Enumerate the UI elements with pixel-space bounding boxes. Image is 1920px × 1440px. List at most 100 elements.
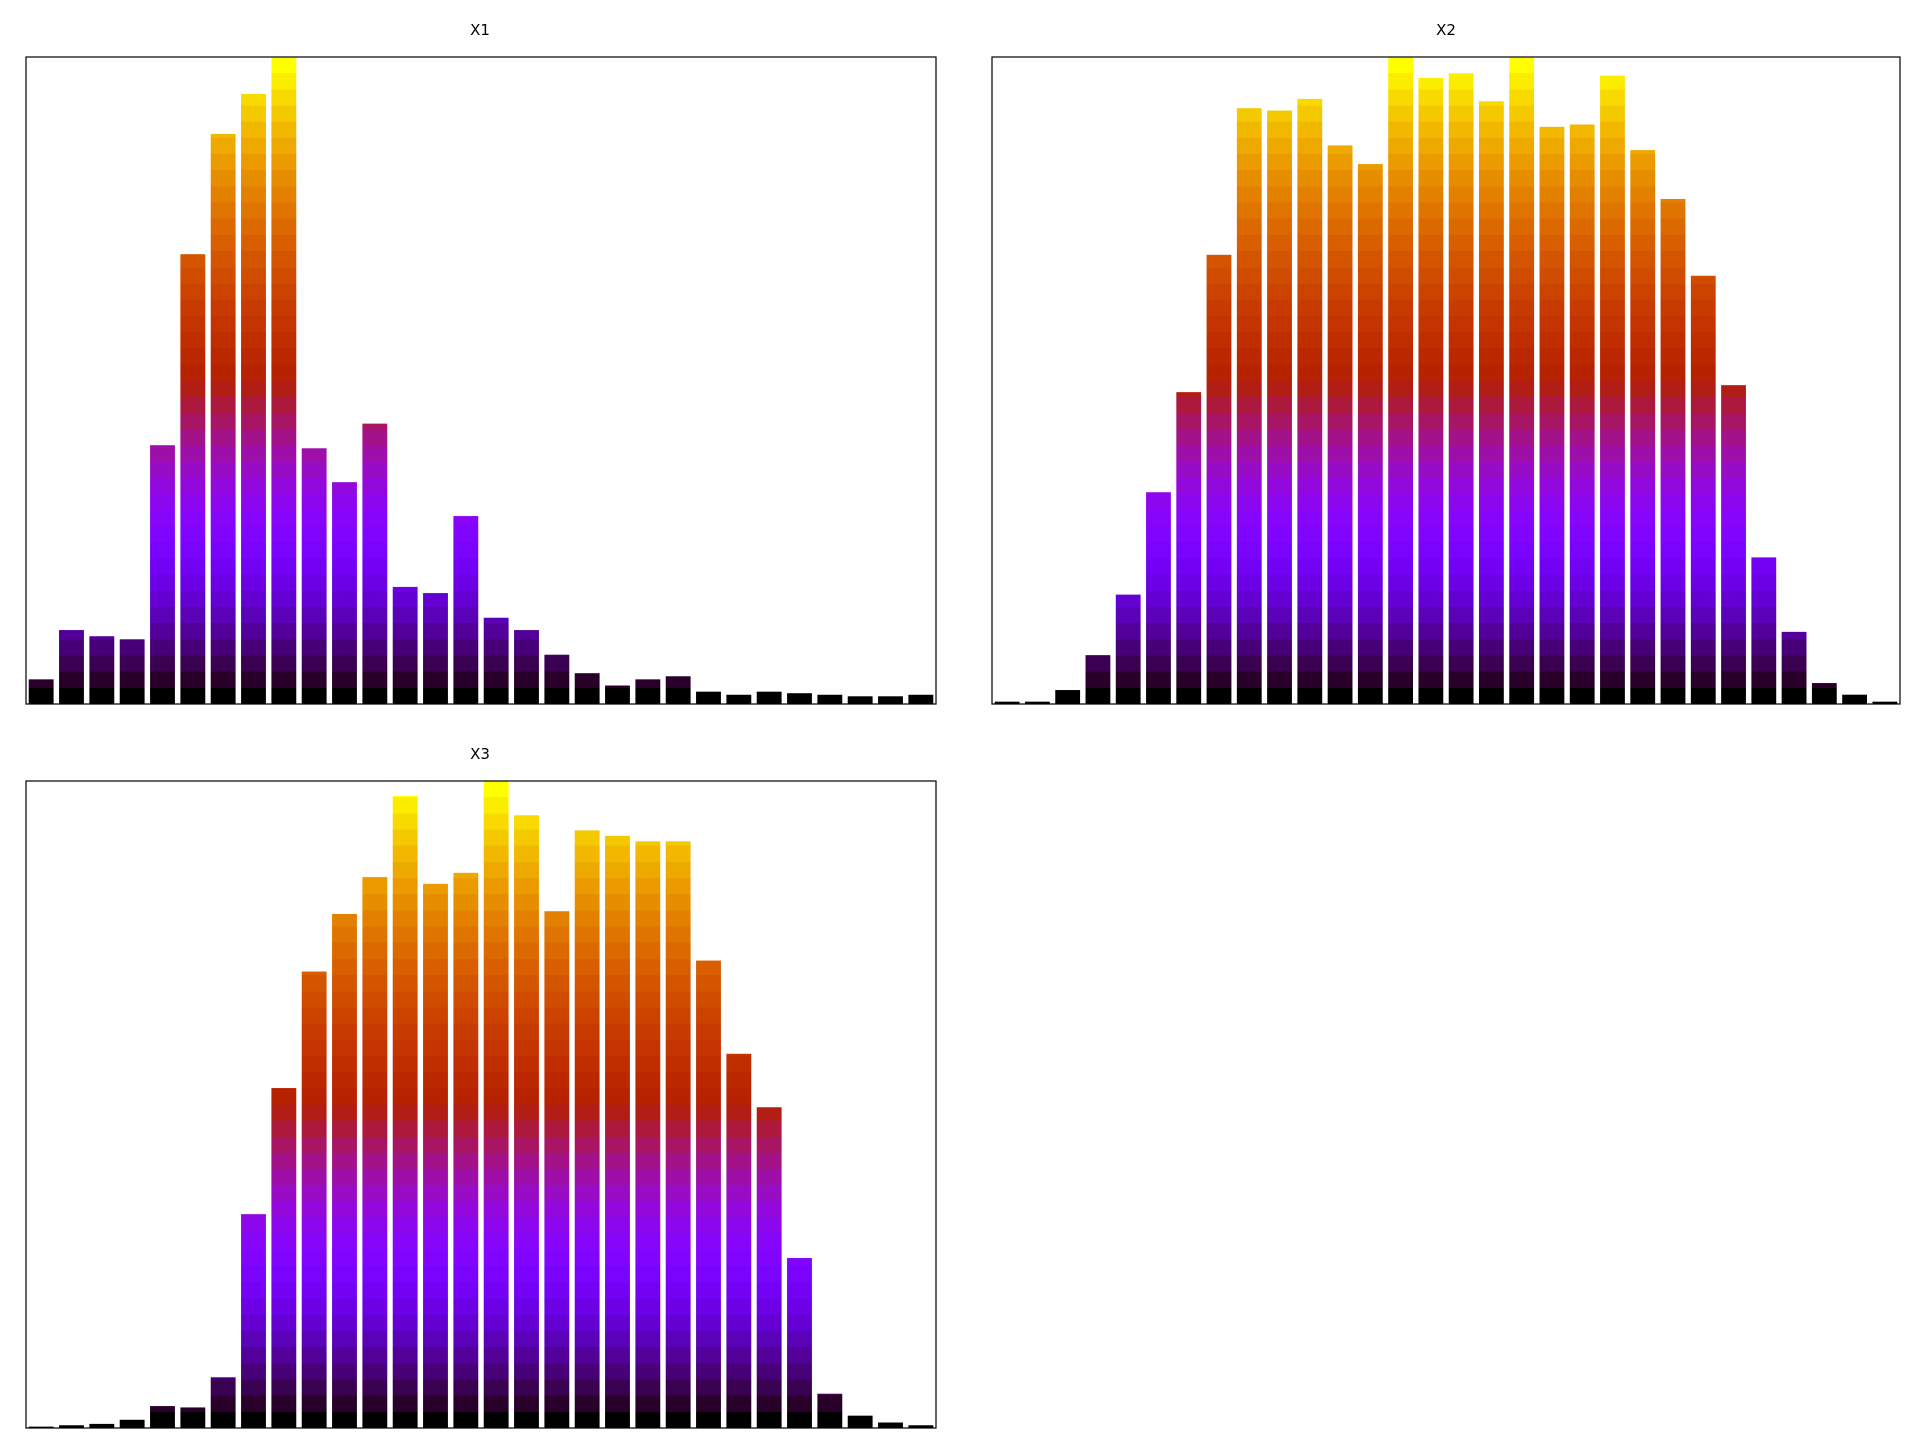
- bar-x2-3: [1055, 690, 1081, 704]
- bar-x2-7: [1176, 392, 1202, 704]
- bar-x3-21: [635, 841, 661, 1428]
- bar-x1-9: [271, 57, 297, 704]
- bar-x1-30: [908, 694, 934, 704]
- bar-x3-18: [544, 911, 570, 1428]
- bar-x2-12: [1327, 145, 1353, 704]
- bar-x3-6: [180, 1407, 206, 1428]
- bar-x1-20: [605, 685, 630, 704]
- bar-x1-29: [878, 696, 903, 704]
- bar-x1-27: [817, 694, 843, 704]
- bar-x2-11: [1297, 98, 1323, 704]
- bar-x3-23: [696, 960, 721, 1428]
- bar-x1-23: [696, 691, 721, 704]
- bar-x2-5: [1115, 594, 1141, 704]
- bar-x1-24: [726, 694, 752, 704]
- panel-x2: X2: [991, 21, 1901, 705]
- plot-frame-x2: [991, 56, 1901, 705]
- bar-x3-11: [332, 913, 357, 1428]
- bar-x3-25: [756, 1107, 782, 1428]
- bar-x2-8: [1206, 254, 1232, 704]
- bar-x3-4: [119, 1419, 145, 1428]
- bar-x2-27: [1781, 631, 1807, 704]
- bar-x2-26: [1751, 557, 1777, 704]
- bar-x3-15: [453, 872, 479, 1428]
- bar-x1-12: [362, 423, 388, 704]
- bars-x1: [28, 57, 934, 705]
- bar-x1-22: [665, 676, 691, 704]
- bar-x3-8: [241, 1214, 266, 1428]
- panel-title-x1: X1: [470, 21, 490, 39]
- bar-x3-20: [605, 835, 630, 1428]
- bar-x1-21: [635, 679, 661, 704]
- bar-x3-9: [271, 1088, 297, 1428]
- bar-x1-25: [756, 691, 782, 704]
- bar-x1-4: [119, 639, 145, 704]
- bar-x2-4: [1085, 655, 1111, 704]
- panel-x3: X3: [25, 745, 937, 1429]
- bar-x3-29: [878, 1422, 903, 1428]
- bar-x1-15: [453, 516, 479, 704]
- bar-x2-19: [1539, 126, 1565, 704]
- bar-x3-24: [726, 1053, 752, 1428]
- bar-x2-17: [1478, 101, 1504, 705]
- bar-x1-5: [150, 445, 175, 704]
- bar-x2-15: [1418, 77, 1444, 704]
- bar-x1-19: [574, 673, 600, 704]
- bar-x1-14: [423, 593, 448, 704]
- bars-x2: [994, 57, 1898, 705]
- bar-x3-30: [908, 1425, 934, 1428]
- bar-x1-18: [544, 654, 570, 704]
- bar-x3-28: [847, 1415, 873, 1428]
- bar-x2-1: [994, 701, 1020, 704]
- bar-x2-29: [1842, 694, 1868, 704]
- bar-x3-7: [210, 1377, 236, 1428]
- bar-x2-16: [1448, 73, 1474, 705]
- bar-x2-14: [1388, 57, 1414, 704]
- bar-x2-25: [1721, 385, 1746, 704]
- bar-x1-3: [89, 636, 115, 704]
- bar-x3-19: [574, 830, 600, 1428]
- bar-x2-10: [1267, 110, 1292, 704]
- bar-x3-5: [150, 1406, 175, 1428]
- bar-x3-22: [665, 841, 691, 1428]
- bar-x2-20: [1569, 124, 1595, 705]
- plot-frame-x1: [25, 56, 937, 705]
- bar-x1-10: [301, 448, 327, 704]
- bar-x3-3: [89, 1423, 115, 1428]
- bar-x1-11: [332, 482, 357, 704]
- bar-x2-6: [1146, 492, 1171, 704]
- bar-x3-12: [362, 876, 388, 1428]
- panel-title-x3: X3: [470, 745, 490, 763]
- panel-title-x2: X2: [1436, 21, 1456, 39]
- bar-x2-30: [1872, 701, 1898, 704]
- bar-x3-14: [423, 883, 448, 1428]
- bar-x1-13: [392, 586, 418, 704]
- bar-x2-18: [1509, 57, 1535, 704]
- bar-x2-23: [1660, 198, 1686, 704]
- bar-x1-2: [59, 630, 84, 704]
- bar-x3-13: [392, 796, 418, 1428]
- bar-x3-26: [787, 1258, 812, 1428]
- bar-x3-16: [483, 781, 509, 1428]
- bar-x1-1: [28, 679, 54, 704]
- bars-x3: [28, 781, 934, 1428]
- bar-x3-10: [301, 971, 327, 1428]
- bar-x2-28: [1811, 683, 1837, 704]
- bar-x1-28: [847, 696, 873, 704]
- bar-x3-1: [28, 1426, 54, 1428]
- bar-x2-22: [1630, 150, 1656, 705]
- bar-x2-9: [1236, 108, 1262, 704]
- plot-frame-x3: [25, 780, 937, 1429]
- bar-x3-27: [817, 1393, 843, 1428]
- bar-x1-7: [210, 134, 236, 704]
- bar-x1-6: [180, 254, 206, 704]
- bar-x1-16: [483, 617, 509, 704]
- bar-x2-2: [1024, 701, 1050, 704]
- bar-x3-2: [59, 1425, 84, 1428]
- bar-x1-17: [514, 630, 539, 704]
- bar-x3-17: [514, 815, 539, 1428]
- panel-x1: X1: [25, 21, 937, 705]
- bar-x2-13: [1357, 164, 1383, 704]
- bar-x2-21: [1600, 75, 1625, 705]
